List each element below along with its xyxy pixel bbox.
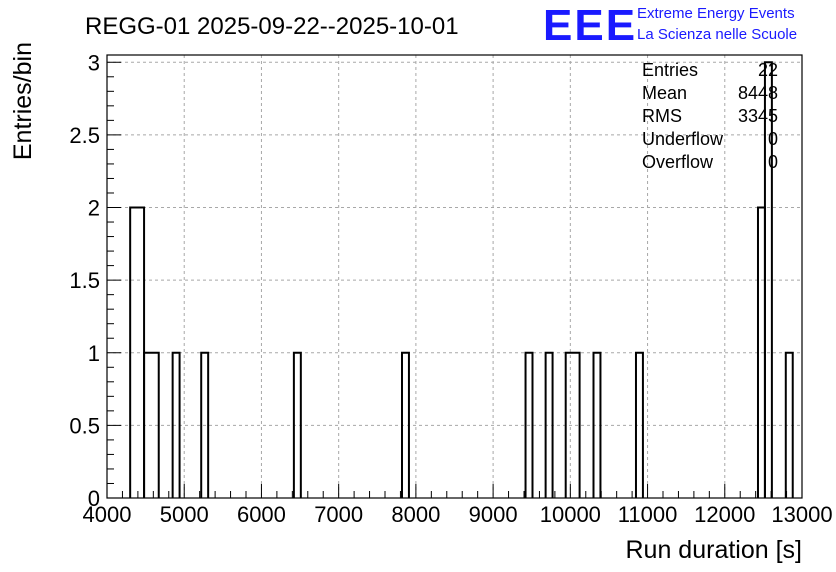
logo-mark: EEE	[543, 1, 637, 50]
x-axis-label: Run duration [s]	[626, 536, 803, 564]
eee-logo: EEE Extreme Energy Events La Scienza nel…	[543, 1, 797, 50]
y-tick-label: 3	[88, 50, 100, 75]
stat-underflow-value: 0	[768, 129, 778, 149]
plot-frame	[106, 54, 803, 499]
axis-ticks	[106, 61, 803, 499]
x-tick-label: 10000	[540, 502, 601, 527]
stat-mean-value: 8448	[738, 83, 778, 103]
x-tick-label: 9000	[469, 502, 518, 527]
chart-title: REGG-01 2025-09-22--2025-10-01	[85, 13, 459, 40]
histogram-bin	[171, 351, 181, 498]
x-tick-label: 8000	[391, 502, 440, 527]
stat-entries-label: Entries	[642, 60, 698, 80]
x-tick-label: 7000	[314, 502, 363, 527]
y-tick-label: 1.5	[69, 268, 100, 293]
y-tick-label: 0.5	[69, 413, 100, 438]
y-tick-labels: 0 0.5 1 1.5 2 2.5 3	[69, 50, 100, 511]
stats-box: Entries 22 Mean 8448 RMS 3345 Underflow …	[642, 60, 778, 172]
stat-rms-value: 3345	[738, 106, 778, 126]
histogram-bin	[592, 351, 602, 498]
x-tick-labels: 4000 5000 6000 7000 8000 9000 10000 11000 12000 1…	[83, 502, 833, 527]
y-tick-label: 2	[88, 196, 100, 221]
logo-line-2: La Scienza nelle Scuole	[637, 26, 797, 43]
histogram-bin	[292, 351, 302, 498]
logo-line-1: Extreme Energy Events	[637, 5, 795, 22]
stat-overflow-label: Overflow	[642, 152, 714, 172]
histogram-bars	[129, 61, 794, 498]
x-tick-label: 5000	[160, 502, 209, 527]
histogram-bin	[784, 351, 794, 498]
histogram-bin	[544, 351, 554, 498]
stat-mean-label: Mean	[642, 83, 687, 103]
y-tick-label: 0	[88, 486, 100, 511]
histogram-bin	[564, 351, 581, 498]
y-tick-label: 2.5	[69, 123, 100, 148]
histogram-bin	[143, 351, 160, 498]
y-axis-label: Entries/bin	[9, 42, 37, 160]
stat-underflow-label: Underflow	[642, 129, 724, 149]
stat-entries-value: 22	[758, 60, 778, 80]
stat-overflow-value: 0	[768, 152, 778, 172]
histogram-bin	[634, 351, 644, 498]
x-tick-label: 13000	[771, 502, 832, 527]
histogram-bin	[400, 351, 410, 498]
x-tick-label: 6000	[237, 502, 286, 527]
histogram-bin	[763, 61, 773, 498]
grid-lines	[107, 55, 802, 498]
stat-rms-label: RMS	[642, 106, 682, 126]
histogram-bin	[524, 351, 534, 498]
y-tick-label: 1	[88, 341, 100, 366]
histogram-bin	[200, 351, 210, 498]
x-tick-label: 11000	[618, 502, 678, 527]
x-tick-label: 4000	[83, 502, 132, 527]
x-tick-label: 12000	[694, 502, 755, 527]
